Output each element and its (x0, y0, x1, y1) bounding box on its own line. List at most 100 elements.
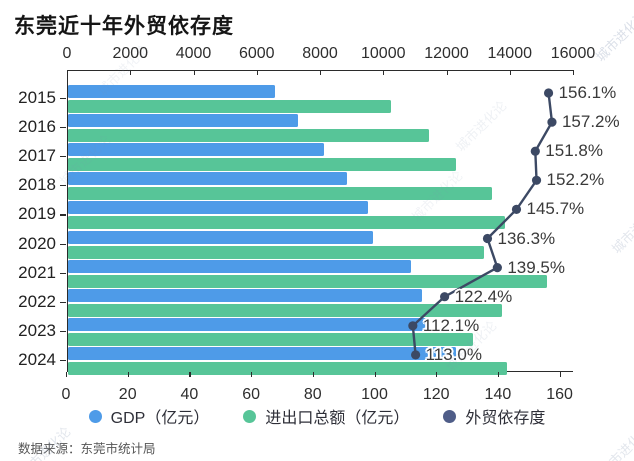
gdp-bar-2024 (68, 346, 457, 360)
year-label: 2018 (18, 175, 56, 195)
dependence-line (408, 88, 557, 360)
top-axis-tick (320, 70, 322, 75)
gdp-bar-2017 (68, 143, 324, 157)
top-axis-tick (573, 70, 575, 75)
bottom-axis-tick-label: 80 (303, 386, 322, 403)
bottom-axis-tick (127, 372, 129, 377)
top-axis-tick (383, 70, 385, 75)
dependence-label-2023: 112.1% (422, 315, 480, 335)
bottom-axis-tick (66, 372, 68, 377)
legend-item-1: 进出口总额（亿元） (243, 404, 409, 428)
bottom-axis-tick (312, 372, 314, 377)
legend-item-0: GDP（亿元） (88, 404, 210, 428)
top-axis-tick (193, 70, 195, 75)
top-axis-tick-label: 8000 (302, 45, 338, 62)
dependence-point-2022 (440, 292, 450, 302)
data-source-note: 数据来源：东莞市统计局 (18, 442, 156, 456)
year-label: 2023 (18, 320, 56, 340)
year-label: 2020 (18, 233, 56, 253)
top-axis-tick (509, 70, 511, 75)
trade-bar-2018 (68, 187, 493, 201)
legend-dot-icon (443, 409, 457, 423)
trade-bar-2023 (68, 332, 474, 346)
year-axis-tick (60, 272, 66, 274)
trade-bar-2016 (68, 129, 430, 143)
dependence-point-2015 (543, 88, 554, 98)
watermark-text: 城市进化论 (592, 7, 634, 65)
top-axis-tick (256, 70, 258, 75)
dependence-label-2020: 136.3% (497, 228, 556, 248)
year-axis-tick (60, 243, 66, 245)
top-axis-tick-label: 16000 (550, 45, 596, 62)
year-label: 2021 (18, 262, 56, 282)
dependence-label-2015: 156.1% (558, 83, 617, 102)
year-axis-tick (60, 156, 66, 158)
gdp-bar-2016 (68, 114, 298, 128)
top-axis-tick-label: 12000 (424, 45, 469, 62)
dependence-point-2016 (547, 117, 557, 127)
bottom-axis-tick-label: 40 (180, 386, 199, 403)
bottom-axis-tick-label: 60 (242, 386, 260, 403)
bottom-axis-tick-label: 160 (546, 386, 573, 403)
gdp-bar-2022 (68, 288, 423, 302)
trade-bar-2020 (68, 245, 484, 259)
gdp-bar-2021 (68, 259, 412, 273)
bottom-axis-tick (497, 372, 500, 377)
year-label: 2016 (18, 117, 56, 137)
year-axis-tick (60, 185, 66, 187)
gdp-bar-2023 (68, 317, 430, 331)
bottom-axis-tick (436, 372, 438, 377)
year-label: 2019 (18, 204, 56, 224)
year-label: 2017 (18, 146, 56, 166)
legend-dot-icon (243, 409, 257, 423)
dependence-label-2017: 151.8% (545, 141, 603, 161)
year-axis-tick (60, 127, 66, 129)
dependence-label-2016: 157.2% (561, 112, 620, 132)
legend-label: 进出口总额（亿元） (265, 410, 410, 427)
top-axis-tick-label: 4000 (175, 45, 212, 62)
bottom-axis-tick (559, 372, 561, 377)
watermark-text: 城市进化论 (608, 199, 634, 257)
top-axis-tick-label: 14000 (487, 45, 533, 62)
bottom-axis-tick-label: 100 (361, 386, 388, 403)
year-axis-tick (60, 98, 66, 100)
dependence-point-2019 (511, 204, 522, 214)
year-label: 2015 (18, 88, 56, 107)
top-axis-tick (67, 70, 69, 75)
dependence-label-2024: 113.0% (425, 344, 482, 364)
dependence-label-2022: 122.4% (454, 286, 513, 306)
bottom-axis-tick (189, 372, 191, 377)
dependence-line-path (411, 92, 554, 356)
gdp-bar-2015 (68, 85, 275, 98)
top-axis-tick-label: 2000 (112, 45, 149, 62)
dependence-point-2017 (530, 146, 540, 156)
top-axis-tick-label: 10000 (361, 45, 406, 62)
legend-dot-icon (88, 409, 102, 423)
legend-label: GDP（亿元） (110, 410, 210, 427)
dependence-point-2024 (411, 350, 421, 360)
year-axis-tick (60, 214, 66, 216)
legend-item-2: 外贸依存度 (443, 404, 545, 428)
trade-bar-2021 (68, 274, 547, 288)
bottom-axis-tick (251, 372, 253, 377)
year-axis-tick (60, 301, 66, 303)
bottom-axis-tick-label: 20 (118, 386, 137, 403)
plot-area: 156.1% 157.2% 151.8% 152.2% 145.7% 136.3% 139.… (67, 70, 620, 375)
gdp-bar-2020 (68, 230, 374, 244)
bottom-axis-tick-label: 120 (422, 386, 450, 403)
bottom-axis-tick-label: 0 (61, 386, 71, 403)
top-axis-tick (446, 70, 448, 75)
trade-bar-2022 (68, 303, 502, 317)
top-axis-tick-label: 0 (62, 45, 72, 62)
year-label: 2024 (18, 349, 56, 369)
dependence-label-2019: 145.7% (526, 199, 585, 219)
dependence-label-2021: 139.5% (507, 257, 566, 277)
bottom-axis-tick-label: 140 (484, 386, 512, 403)
top-axis-tick-label: 6000 (238, 45, 275, 62)
trade-bar-2017 (68, 158, 456, 172)
year-axis-tick (60, 359, 66, 362)
legend-label: 外贸依存度 (465, 410, 546, 427)
top-axis-tick (130, 70, 132, 75)
trade-bar-2019 (68, 216, 506, 230)
